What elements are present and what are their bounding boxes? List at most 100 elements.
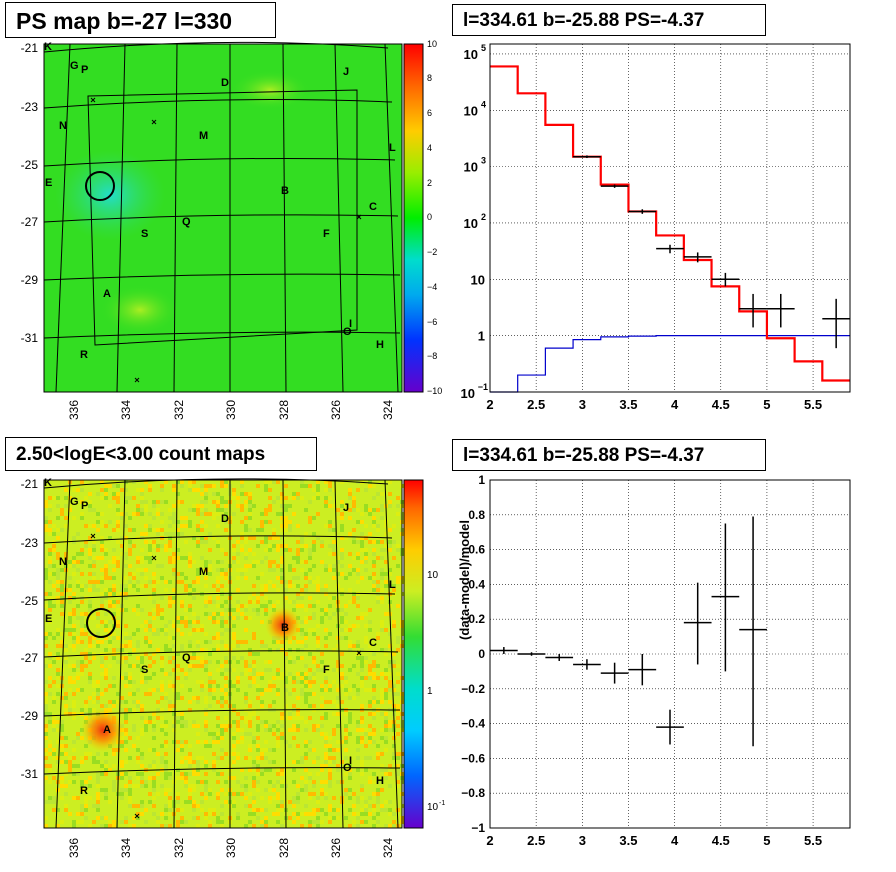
count-pixel (320, 620, 324, 624)
count-pixel (188, 584, 192, 588)
count-pixel (328, 784, 332, 788)
count-pixel (184, 540, 188, 544)
count-pixel (176, 556, 180, 560)
count-pixel (72, 556, 76, 560)
count-pixel (304, 804, 308, 808)
count-pixel (340, 608, 344, 612)
count-pixel (256, 756, 260, 760)
count-pixel (44, 724, 48, 728)
count-pixel (364, 732, 368, 736)
count-pixel (360, 576, 364, 580)
count-pixel (356, 508, 360, 512)
count-pixel (236, 604, 240, 608)
count-pixel (172, 624, 176, 628)
count-pixel (300, 524, 304, 528)
count-pixel (172, 660, 176, 664)
count-pixel (124, 640, 128, 644)
count-pixel (140, 752, 144, 756)
count-pixel (336, 636, 340, 640)
count-pixel (144, 664, 148, 668)
count-pixel (48, 528, 52, 532)
count-pixel (252, 544, 256, 548)
count-pixel (192, 664, 196, 668)
count-pixel (140, 812, 144, 816)
count-pixel (348, 552, 352, 556)
count-pixel (80, 652, 84, 656)
count-pixel (88, 644, 92, 648)
count-pixel (296, 524, 300, 528)
count-pixel (84, 512, 88, 516)
count-pixel (300, 628, 304, 632)
count-pixel (168, 684, 172, 688)
count-pixel (96, 588, 100, 592)
count-pixel (96, 760, 100, 764)
count-pixel (76, 736, 80, 740)
count-pixel (240, 620, 244, 624)
count-pixel (280, 648, 284, 652)
count-pixel (216, 620, 220, 624)
count-pixel (56, 628, 60, 632)
count-pixel (252, 616, 256, 620)
count-pixel (352, 812, 356, 816)
count-pixel (56, 624, 60, 628)
count-pixel (168, 656, 172, 660)
lon-tick: 326 (329, 400, 343, 420)
count-pixel (316, 760, 320, 764)
count-pixel (316, 756, 320, 760)
count-pixel (324, 780, 328, 784)
count-pixel (388, 528, 392, 532)
count-pixel (132, 764, 136, 768)
count-pixel (368, 724, 372, 728)
count-pixel (328, 716, 332, 720)
count-pixel (264, 824, 268, 828)
count-pixel (308, 560, 312, 564)
count-pixel (364, 520, 368, 524)
count-pixel (348, 580, 352, 584)
count-pixel (48, 564, 52, 568)
count-pixel (112, 776, 116, 780)
count-pixel (220, 584, 224, 588)
count-pixel (224, 512, 228, 516)
count-pixel (276, 792, 280, 796)
count-pixel (76, 616, 80, 620)
count-pixel (52, 660, 56, 664)
count-pixel (244, 536, 248, 540)
count-pixel (208, 744, 212, 748)
count-pixel (112, 560, 116, 564)
count-pixel (348, 588, 352, 592)
count-pixel (176, 696, 180, 700)
count-pixel (252, 592, 256, 596)
count-pixel (136, 588, 140, 592)
count-pixel (56, 756, 60, 760)
count-pixel (296, 696, 300, 700)
count-pixel (356, 724, 360, 728)
count-pixel (140, 804, 144, 808)
count-pixel (268, 480, 272, 484)
count-pixel (240, 784, 244, 788)
count-pixel (100, 660, 104, 664)
count-pixel (124, 584, 128, 588)
count-pixel (120, 764, 124, 768)
count-pixel (368, 740, 372, 744)
count-pixel (340, 684, 344, 688)
count-pixel (148, 596, 152, 600)
count-pixel (292, 688, 296, 692)
count-pixel (176, 652, 180, 656)
residuals-y-tick: 0.2 (468, 612, 485, 626)
count-pixel (100, 568, 104, 572)
count-pixel (272, 700, 276, 704)
count-pixel (380, 556, 384, 560)
count-pixel (224, 552, 228, 556)
count-pixel (208, 684, 212, 688)
count-pixel (172, 712, 176, 716)
count-pixel (72, 572, 76, 576)
count-pixel (388, 504, 392, 508)
count-pixel (328, 528, 332, 532)
count-pixel (260, 584, 264, 588)
count-pixel (280, 652, 284, 656)
count-pixel (344, 724, 348, 728)
count-pixel (384, 800, 388, 804)
count-pixel (244, 556, 248, 560)
count-pixel (180, 512, 184, 516)
lat-tick: -31 (21, 767, 39, 781)
